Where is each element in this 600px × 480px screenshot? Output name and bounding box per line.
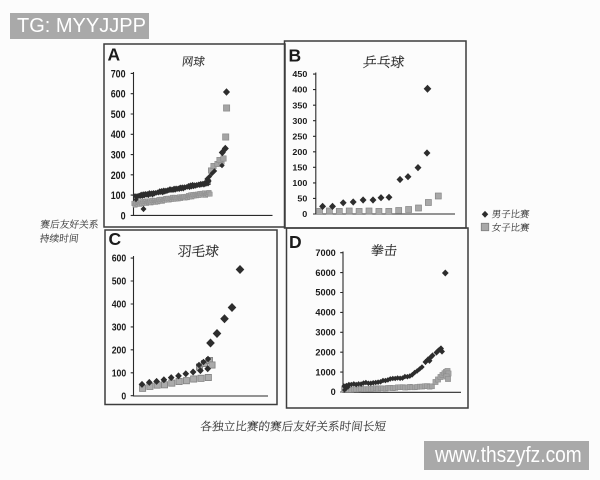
svg-text:300: 300 — [111, 150, 126, 162]
svg-text:300: 300 — [292, 116, 307, 126]
svg-text:50: 50 — [297, 194, 307, 204]
svg-text:600: 600 — [112, 254, 127, 265]
svg-text:A: A — [108, 45, 121, 65]
svg-text:400: 400 — [292, 85, 307, 95]
svg-text:0: 0 — [121, 210, 126, 222]
svg-text:150: 150 — [292, 162, 307, 172]
svg-text:200: 200 — [111, 170, 126, 182]
svg-text:3000: 3000 — [315, 328, 336, 338]
svg-text:400: 400 — [111, 129, 126, 141]
svg-text:500: 500 — [112, 277, 127, 288]
svg-text:5000: 5000 — [315, 288, 336, 298]
svg-text:1000: 1000 — [315, 367, 336, 377]
svg-text:D: D — [289, 232, 302, 252]
svg-text:0: 0 — [302, 209, 307, 219]
svg-text:450: 450 — [292, 69, 307, 79]
svg-text:500: 500 — [111, 109, 126, 121]
svg-text:300: 300 — [112, 323, 127, 334]
svg-text:C: C — [109, 229, 122, 249]
svg-text:7000: 7000 — [315, 248, 336, 258]
svg-text:2000: 2000 — [315, 347, 336, 357]
svg-text:6000: 6000 — [315, 268, 336, 278]
svg-text:4000: 4000 — [315, 308, 336, 318]
svg-text:0: 0 — [121, 391, 126, 402]
svg-text:B: B — [289, 46, 302, 66]
svg-text:250: 250 — [292, 131, 307, 141]
svg-text:700: 700 — [111, 68, 126, 80]
svg-text:200: 200 — [112, 345, 127, 356]
svg-text:100: 100 — [112, 368, 127, 379]
svg-text:0: 0 — [331, 387, 336, 397]
svg-text:100: 100 — [292, 178, 307, 188]
svg-text:350: 350 — [292, 100, 307, 110]
svg-text:400: 400 — [112, 300, 127, 311]
svg-text:600: 600 — [111, 89, 126, 101]
svg-text:200: 200 — [292, 147, 307, 157]
svg-text:100: 100 — [111, 190, 126, 202]
